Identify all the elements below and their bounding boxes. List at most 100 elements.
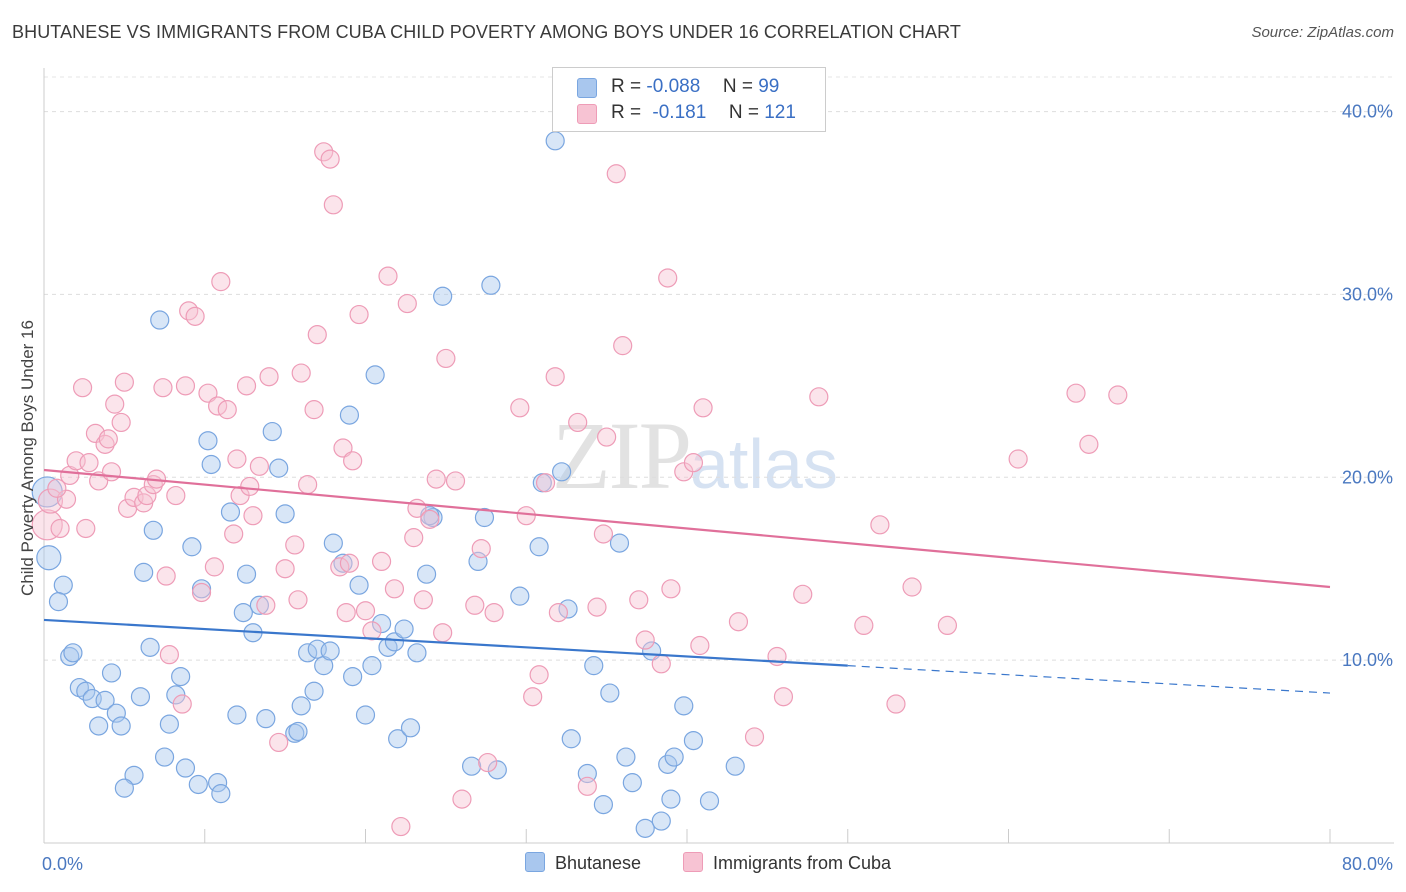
data-point-cuba (159, 645, 179, 665)
y-tick-label: 10.0% (1342, 650, 1393, 670)
data-point-bhutanese (198, 431, 218, 451)
data-point-cuba (478, 752, 498, 773)
data-point-bhutanese (111, 716, 131, 736)
data-point-cuba (31, 509, 63, 541)
data-point-bhutanese (661, 789, 681, 809)
legend-swatch-cuba (683, 852, 703, 872)
y-tick-label: 40.0% (1342, 102, 1393, 122)
data-point-cuba (307, 325, 327, 345)
data-point-cuba (529, 665, 549, 685)
data-point-cuba (870, 515, 890, 535)
data-point-cuba (809, 387, 829, 407)
data-point-bhutanese (69, 677, 89, 698)
data-point-cuba (568, 412, 588, 433)
data-point-cuba (50, 518, 70, 539)
data-point-bhutanese (124, 765, 144, 785)
data-point-bhutanese (285, 723, 305, 743)
data-point-bhutanese (333, 553, 353, 573)
data-point-cuba (545, 367, 565, 387)
data-point-cuba (535, 473, 556, 493)
data-point-cuba (793, 584, 813, 604)
correlation-legend: R = -0.088 N = 99 R = -0.181 N = 121 (552, 67, 826, 132)
data-point-bhutanese (211, 784, 231, 804)
legend-swatch-bhutanese (525, 852, 545, 872)
trend-line-cuba (43, 468, 1331, 589)
data-point-bhutanese (510, 586, 530, 606)
data-point-bhutanese (658, 754, 678, 774)
data-point-cuba (343, 451, 363, 471)
data-point-cuba (693, 398, 713, 418)
data-point-bhutanese (362, 656, 382, 676)
data-point-bhutanese (227, 705, 247, 725)
data-point-cuba (635, 630, 655, 650)
data-point-bhutanese (275, 504, 295, 524)
data-point-bhutanese (394, 619, 414, 639)
data-point-bhutanese (365, 365, 385, 385)
data-point-cuba (1066, 383, 1086, 403)
data-point-bhutanese (651, 811, 671, 831)
legend-n-label: N = (728, 102, 759, 123)
trend-line-bhutanese (43, 618, 848, 667)
data-point-bhutanese (616, 747, 636, 767)
data-point-bhutanese (220, 502, 241, 522)
data-point-cuba (661, 579, 681, 599)
data-point-bhutanese (320, 641, 340, 661)
data-point-cuba (314, 142, 334, 162)
data-point-bhutanese (388, 729, 408, 749)
data-point-bhutanese (201, 454, 221, 475)
legend-n-value: 121 (764, 102, 796, 123)
data-point-cuba (433, 623, 453, 643)
data-point-cuba (744, 727, 765, 747)
data-point-cuba (191, 582, 212, 603)
data-point-bhutanese (256, 709, 276, 729)
data-point-cuba (211, 272, 231, 292)
data-point-cuba (452, 789, 472, 809)
data-point-bhutanese (699, 791, 720, 811)
watermark-zip: ZIP (552, 402, 692, 509)
data-point-bhutanese (48, 592, 69, 612)
data-point-bhutanese (143, 520, 163, 540)
data-point-bhutanese (269, 458, 289, 478)
data-point-cuba (333, 438, 353, 458)
y-axis-label: Child Poverty Among Boys Under 16 (18, 320, 37, 596)
data-point-cuba (413, 590, 433, 610)
data-point-cuba (95, 434, 115, 454)
axis-labels: 10.0% 20.0% 30.0% 40.0% 0.0% 80.0% Child Pover… (18, 102, 1393, 874)
data-point-bhutanese (343, 666, 363, 687)
legend-item-cuba: Immigrants from Cuba (683, 852, 891, 874)
data-point-bhutanese (175, 758, 196, 778)
data-point-cuba (172, 694, 192, 714)
legend-n-value: 99 (758, 76, 780, 97)
data-point-cuba (613, 336, 633, 356)
data-point-cuba (683, 453, 704, 473)
data-point-bhutanese (323, 533, 343, 553)
data-point-bhutanese (674, 696, 694, 716)
data-point-bhutanese (60, 646, 80, 667)
data-point-cuba (339, 553, 360, 573)
data-point-bhutanese (159, 714, 179, 734)
y-tick-label: 20.0% (1342, 467, 1393, 487)
data-point-cuba (384, 579, 405, 599)
data-point-bhutanese (106, 703, 126, 723)
data-point-cuba (593, 524, 614, 544)
data-point-cuba (208, 396, 228, 416)
data-point-bhutanese (725, 756, 745, 776)
data-point-bhutanese (76, 681, 96, 701)
data-point-bhutanese (487, 760, 507, 780)
data-point-cuba (320, 149, 340, 169)
data-point-cuba (291, 363, 311, 383)
data-point-cuba (355, 601, 376, 621)
data-point-bhutanese (416, 564, 437, 584)
data-point-cuba (227, 449, 247, 469)
data-point-bhutanese (423, 507, 443, 528)
data-point-bhutanese (461, 756, 482, 776)
data-point-bhutanese (609, 533, 630, 553)
data-point-cuba (349, 304, 369, 325)
data-point-cuba (378, 266, 398, 286)
data-point-bhutanese (529, 537, 549, 557)
data-point-bhutanese (545, 131, 565, 151)
data-point-cuba (362, 621, 382, 641)
data-point-cuba (111, 412, 131, 433)
data-point-bhutanese (140, 637, 160, 657)
data-point-cuba (597, 427, 617, 447)
